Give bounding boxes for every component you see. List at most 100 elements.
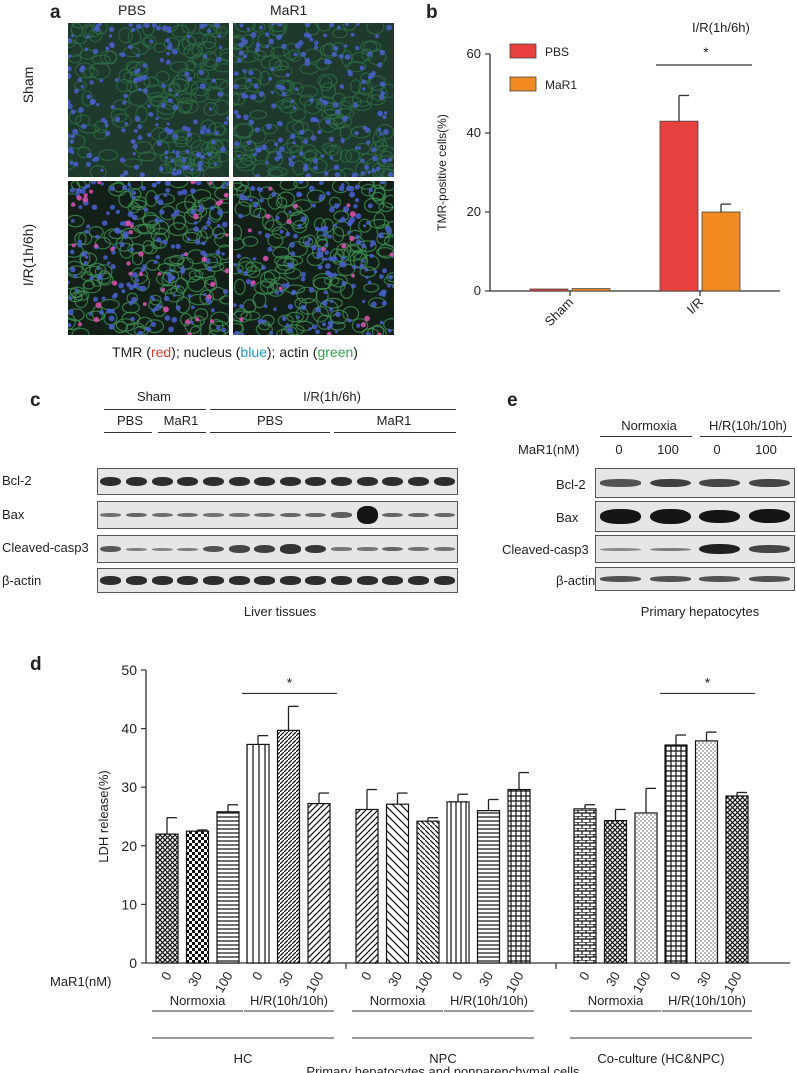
blot-band bbox=[600, 547, 642, 551]
blot-e-actin bbox=[595, 567, 795, 591]
blot-band bbox=[228, 476, 250, 487]
micrograph-sham-mar1 bbox=[233, 23, 394, 177]
ldh-bar-chart: 0 10 20 30 40 50 LDH release(%) MaR1(nM) 0 30 100 0… bbox=[50, 662, 790, 1073]
dose-tick-label: 100 bbox=[212, 969, 236, 995]
y-tick-label: 50 bbox=[121, 662, 137, 678]
panel-d-label: d bbox=[30, 654, 42, 675]
dose-axis-label: MaR1(nM) bbox=[50, 974, 111, 989]
blot-band bbox=[382, 576, 404, 585]
blot-band bbox=[748, 545, 790, 553]
blot-band bbox=[279, 544, 301, 554]
blot-band bbox=[228, 513, 250, 517]
blot-band bbox=[202, 545, 224, 553]
tmr-bar-chart: 0 20 40 60 TMR-positive cells(%) Sham I/R PBS Ma… bbox=[435, 43, 780, 330]
blot-band bbox=[177, 512, 199, 518]
x-tick-label: I/R bbox=[684, 295, 706, 317]
blot-band bbox=[382, 512, 404, 518]
blot-band bbox=[125, 576, 147, 585]
group-label: NPC bbox=[429, 1051, 456, 1066]
blot-e-bcl2 bbox=[595, 468, 795, 498]
y-tick-label: 10 bbox=[121, 896, 137, 912]
blot-band bbox=[649, 547, 691, 551]
blot-band bbox=[254, 544, 276, 554]
x-tick-label: Sham bbox=[541, 295, 576, 330]
blot-band bbox=[177, 576, 199, 585]
col-header-mar1: MaR1 bbox=[270, 2, 308, 18]
panel-e-caption: Primary hepatocytes bbox=[640, 604, 760, 619]
condition-label-normoxia: Normoxia bbox=[170, 993, 226, 1008]
condition-label-hr: H/R(10h/10h) bbox=[450, 993, 528, 1008]
y-tick-label: 40 bbox=[121, 721, 137, 737]
micrograph-texture bbox=[68, 181, 229, 335]
dose-tick-label: 100 bbox=[503, 969, 527, 995]
bar-0-0 bbox=[155, 833, 179, 964]
bar-1-4 bbox=[476, 810, 501, 964]
legend-label-mar1: MaR1 bbox=[545, 78, 577, 92]
blot-band bbox=[356, 576, 378, 585]
bar-1-3 bbox=[446, 801, 470, 964]
blot-band bbox=[748, 576, 790, 582]
blot-band bbox=[382, 476, 404, 487]
y-tick-label: 40 bbox=[467, 125, 481, 140]
caption-part-2: ); nucleus ( bbox=[171, 344, 241, 360]
dose-tick-label: 100 bbox=[412, 969, 436, 995]
dose-tick-label: 100 bbox=[630, 969, 654, 995]
bar-mar1-i-r bbox=[701, 211, 741, 292]
blot-band bbox=[433, 476, 455, 487]
panel-c-row-actin: β-actin bbox=[2, 573, 42, 588]
bar-pbs-sham bbox=[529, 288, 569, 292]
dose-tick-label: 0 bbox=[249, 969, 266, 983]
dose-tick-label: 30 bbox=[385, 969, 405, 989]
blot-band bbox=[151, 576, 173, 585]
blot-band bbox=[600, 509, 642, 524]
blot-band bbox=[305, 512, 327, 518]
blot-band bbox=[408, 476, 430, 487]
bar-2-5 bbox=[725, 795, 749, 964]
bar-0-4 bbox=[276, 729, 301, 964]
bar-1-5 bbox=[507, 788, 531, 964]
caption-part-green: green bbox=[317, 344, 354, 360]
dose-tick-label: 0 bbox=[449, 969, 466, 983]
blot-c-bax bbox=[97, 501, 458, 529]
caption-part-6: ) bbox=[353, 344, 358, 360]
group-label: Co-culture (HC&NPC) bbox=[597, 1051, 724, 1066]
blot-band bbox=[177, 547, 199, 551]
panel-e-dose-2: 0 bbox=[713, 442, 721, 457]
panel-d-footer: Primary hepatocytes and nonparenchymal c… bbox=[306, 1064, 580, 1073]
bar-1-2 bbox=[416, 820, 440, 964]
blot-band bbox=[254, 576, 276, 585]
blot-band bbox=[408, 512, 430, 518]
panel-c-sub-pbs-ir: PBS bbox=[256, 413, 283, 428]
blot-band bbox=[305, 544, 327, 554]
blot-e-casp3 bbox=[595, 535, 795, 563]
caption-part-4: ); actin ( bbox=[266, 344, 318, 360]
panel-c-sub-pbs-sham: PBS bbox=[116, 413, 143, 428]
significance-star: * bbox=[703, 44, 709, 60]
bar-2-0 bbox=[573, 808, 597, 964]
blot-band bbox=[649, 508, 691, 525]
y-tick-label: 20 bbox=[467, 204, 481, 219]
panel-c-sub-line-2 bbox=[210, 432, 330, 433]
blot-band bbox=[356, 506, 378, 524]
blot-band bbox=[125, 512, 147, 518]
blot-band bbox=[254, 512, 276, 518]
blot-band bbox=[177, 476, 199, 487]
col-header-pbs: PBS bbox=[118, 2, 147, 18]
blot-band bbox=[100, 576, 122, 585]
panel-e-label: e bbox=[507, 390, 518, 411]
panel-c-sham-line bbox=[104, 409, 206, 410]
micrograph-texture bbox=[233, 23, 394, 177]
blot-band bbox=[748, 478, 790, 488]
panel-e-dose-3: 100 bbox=[755, 442, 777, 457]
panel-e-normoxia-line bbox=[600, 436, 692, 437]
panel-e-group-hr: H/R(10h/10h) bbox=[708, 418, 788, 433]
dose-tick-label: 30 bbox=[476, 969, 496, 989]
panel-c-ir-line bbox=[210, 409, 456, 410]
bar-1-0 bbox=[355, 808, 379, 964]
blot-band bbox=[279, 512, 301, 518]
blot-band bbox=[699, 509, 741, 524]
blot-band bbox=[382, 546, 404, 552]
blot-band bbox=[100, 545, 122, 552]
panel-e-group-normoxia: Normoxia bbox=[621, 418, 677, 433]
legend-swatch-pbs bbox=[509, 43, 537, 59]
